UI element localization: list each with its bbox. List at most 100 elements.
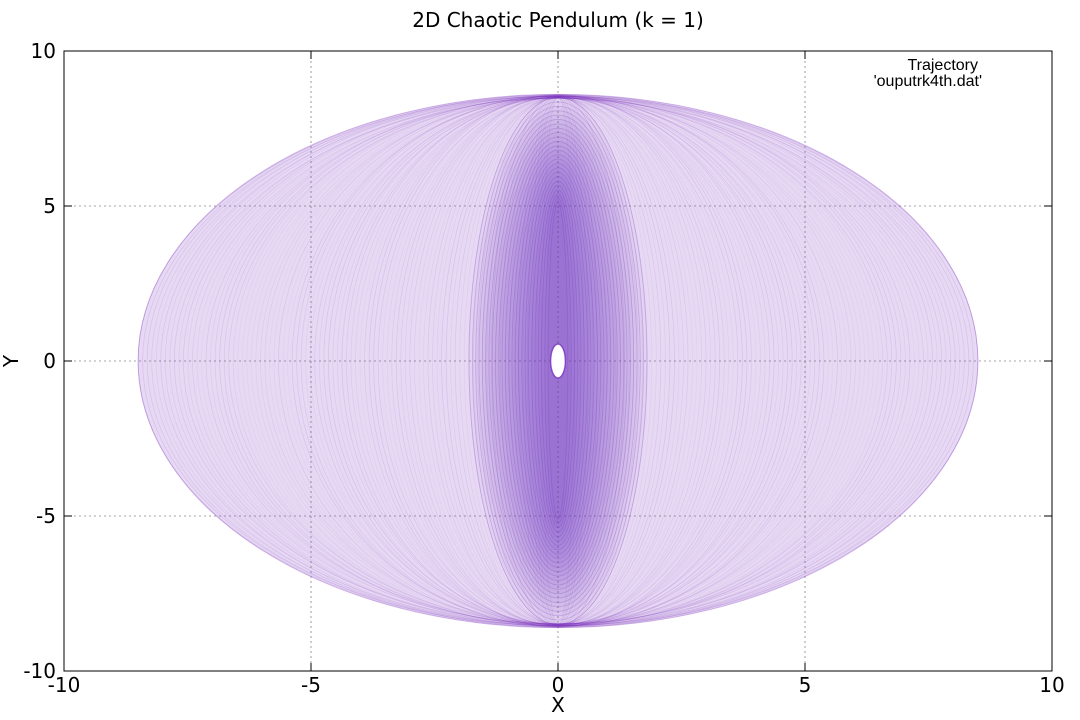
trajectory-orbit [137, 95, 979, 627]
trajectory-core [491, 127, 625, 595]
trajectory-core [518, 162, 598, 560]
trajectory-orbit [436, 96, 680, 626]
trajectory-core [537, 189, 579, 533]
trajectory-orbit [169, 95, 947, 627]
trajectory-core [468, 97, 648, 625]
trajectory-orbit [314, 97, 802, 625]
x-axis-label: X [551, 693, 565, 717]
trajectory-orbit [504, 95, 612, 627]
trajectory-orbit [536, 97, 580, 625]
trajectory-orbit [255, 97, 861, 625]
trajectory-orbit [531, 96, 585, 626]
trajectory-core [488, 123, 628, 599]
trajectory-orbit [196, 97, 920, 625]
trajectory-orbit [454, 97, 662, 625]
trajectory-core [547, 202, 569, 520]
trajectory-orbit [201, 97, 915, 625]
trajectory-core [511, 154, 605, 568]
trajectory-orbit [318, 95, 798, 627]
trajectory-orbit [214, 95, 902, 627]
x-tick-label: 10 [1039, 673, 1064, 697]
trajectory-orbit [160, 96, 956, 626]
x-tick-label: 5 [799, 673, 812, 697]
trajectory-orbit [278, 95, 838, 627]
trajectory-orbit [223, 96, 893, 626]
trajectory-orbit [291, 97, 825, 625]
trajectory-core [521, 167, 595, 555]
trajectory-orbit [246, 97, 870, 625]
trajectory-orbit [146, 94, 970, 628]
trajectory-orbit [500, 95, 616, 627]
x-tick-label: -5 [301, 673, 321, 697]
trajectory-orbit [522, 95, 594, 627]
trajectory-orbit [241, 95, 875, 627]
trajectory-orbit [359, 95, 757, 627]
trajectory-orbit [192, 97, 924, 625]
trajectory-orbit [477, 96, 639, 626]
trajectory-orbit [269, 96, 847, 626]
trajectory-orbit [481, 94, 635, 628]
trajectory-core [527, 176, 589, 546]
y-tick-label: 5 [43, 194, 56, 218]
trajectory-core [508, 149, 608, 573]
trajectory-orbit [391, 96, 725, 626]
legend: Trajectory 'ouputrk4th.dat' [874, 57, 982, 90]
trajectory-core [481, 114, 635, 608]
trajectory-orbit [400, 96, 716, 626]
trajectory-orbit [377, 96, 739, 626]
legend-entry: 'ouputrk4th.dat' [874, 73, 982, 90]
trajectory-orbit [486, 97, 630, 625]
trajectory-orbit [300, 95, 816, 627]
trajectory-orbit [423, 97, 693, 625]
trajectory-orbit [418, 96, 698, 626]
trajectory-orbit [219, 96, 897, 626]
trajectory-orbit [205, 97, 911, 625]
trajectory-orbit [395, 96, 721, 626]
trajectory-orbit [355, 96, 761, 626]
trajectory-core [471, 101, 645, 621]
trajectory-orbit [386, 96, 730, 626]
trajectory-orbit [468, 97, 648, 625]
trajectory-orbit [250, 94, 866, 628]
trajectory-orbit [346, 95, 770, 627]
trajectory-orbit [323, 96, 793, 626]
trajectory-orbit [228, 98, 888, 624]
y-tick-label: -5 [36, 504, 56, 528]
trajectory-orbit [445, 97, 671, 625]
trajectory-orbit [332, 95, 784, 627]
trajectory-core [514, 158, 602, 564]
trajectory-core [478, 110, 638, 612]
trajectory-orbit [327, 97, 789, 625]
trajectory-orbit [364, 95, 752, 627]
trajectory-orbit [491, 94, 625, 628]
y-tick-label: -10 [23, 659, 56, 683]
x-tick-label: 0 [552, 673, 565, 697]
trajectory-orbit [305, 97, 811, 625]
axis-ticks: -10 -5 0 5 10 -10 -5 0 5 10 [23, 39, 1064, 697]
trajectory-orbit [350, 97, 766, 625]
trajectory-orbit [463, 96, 653, 626]
trajectory-orbit [264, 96, 852, 626]
trajectory-orbit [142, 95, 974, 627]
trajectory-core [531, 180, 585, 542]
trajectory-core [544, 198, 572, 524]
trajectory-orbit [232, 96, 884, 626]
trajectory-orbit [368, 94, 748, 628]
trajectory-core [485, 119, 631, 603]
trajectory-core [501, 141, 615, 581]
trajectory-orbit [404, 94, 712, 628]
trajectory-orbit [472, 95, 644, 627]
trajectory-orbit [173, 97, 943, 625]
x-tick-label: -10 [48, 673, 81, 697]
trajectory-orbit [459, 95, 657, 627]
trajectory-orbit [382, 95, 734, 627]
trajectory-orbit [237, 96, 879, 626]
trajectory-orbit [414, 97, 702, 625]
trajectory-orbit [309, 94, 807, 628]
trajectory-orbit [151, 96, 965, 626]
trajectory-orbit [427, 95, 689, 627]
trajectory-orbit [432, 95, 684, 627]
trajectory-orbit [509, 96, 607, 626]
trajectory-core [475, 105, 641, 617]
